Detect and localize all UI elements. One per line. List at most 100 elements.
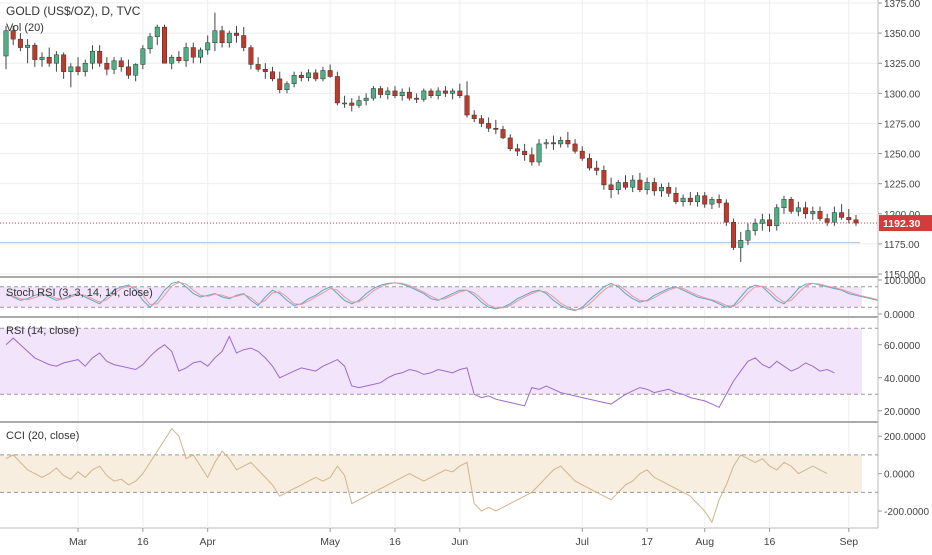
candle-body (392, 90, 398, 96)
candle-body (385, 90, 391, 95)
stoch-rsi-d-line (5, 281, 878, 311)
vol-label: Vol (20) (6, 22, 44, 34)
candle-body (104, 62, 110, 70)
candle-body (25, 44, 31, 48)
candle-body (500, 129, 506, 139)
price-tick-label: 1350.00 (884, 29, 921, 40)
last-price-tag (879, 215, 932, 232)
candle-body (169, 56, 175, 64)
candle-body (198, 49, 203, 58)
candle-body (111, 60, 117, 70)
candle-body (262, 68, 268, 72)
candle-body (586, 158, 592, 169)
time-tick-label: 16 (137, 536, 149, 548)
candle-body (853, 219, 859, 224)
candle-body (565, 140, 571, 145)
candle-body (39, 56, 45, 60)
candle-body (212, 30, 218, 43)
candle-body (767, 219, 773, 227)
candle-body (803, 207, 809, 215)
candle-body (75, 66, 81, 72)
candle-body (442, 90, 448, 94)
candle-body (298, 75, 304, 78)
candle-body (738, 240, 744, 248)
candle-body (32, 44, 38, 60)
candle-body (709, 199, 715, 205)
price-tick-label: 1175.00 (884, 240, 920, 251)
rsi-tick-label: 20.0000 (884, 407, 921, 418)
candle-body (89, 50, 95, 64)
price-tick-label: 1250.00 (884, 150, 921, 161)
candle-body (745, 230, 751, 241)
candle-body (133, 64, 139, 76)
cci-tick-label: 0.0000 (884, 470, 915, 481)
candle-body (795, 207, 801, 212)
time-tick-label: Jul (576, 536, 589, 548)
candle-body (205, 42, 211, 51)
candle-body (61, 54, 67, 72)
candle-body (378, 88, 384, 95)
candle-body (190, 47, 196, 58)
candle-body (673, 193, 679, 202)
candle-body (558, 140, 564, 145)
candle-body (176, 56, 182, 62)
candle-body (550, 142, 556, 145)
candle-body (97, 50, 103, 64)
stoch-rsi-tick-label: 100.0000 (884, 276, 926, 287)
candle-body (428, 90, 434, 96)
cci-tick-label: 200.0000 (884, 432, 926, 443)
candle-body (349, 102, 355, 106)
price-tick-label: 1325.00 (884, 59, 921, 70)
candle-body (255, 64, 261, 70)
candle-body (478, 118, 484, 124)
candle-body (687, 197, 693, 202)
stoch-rsi-tick-label: 0.0000 (884, 310, 915, 321)
candle-body (723, 202, 729, 223)
candle-body (320, 70, 326, 80)
candle-body (457, 90, 463, 96)
price-tick-label: 1300.00 (884, 89, 921, 100)
candle-body (406, 91, 412, 99)
candle-body (68, 66, 74, 72)
cci-line (5, 427, 828, 524)
candle-body (731, 221, 737, 248)
candle-body (817, 211, 823, 219)
candle-body (450, 90, 456, 94)
rsi-band (0, 328, 862, 395)
candle-body (82, 62, 88, 72)
candle-body (17, 38, 23, 48)
candle-body (522, 150, 528, 156)
candle-body (594, 167, 600, 171)
chart-title: GOLD (US$/OZ), D, TVC (6, 4, 141, 18)
time-tick-label: Sep (839, 536, 858, 548)
price-tick-label: 1375.00 (884, 0, 921, 10)
candle-body (615, 182, 621, 190)
candle-body (118, 60, 124, 68)
candle-body (601, 170, 607, 186)
candle-body (623, 182, 628, 188)
candle-body (3, 30, 9, 57)
candle-body (140, 48, 146, 65)
cci-tick-label: -200.0000 (884, 507, 929, 518)
candle-body (435, 90, 441, 96)
candle-body (759, 219, 765, 224)
candle-body (716, 199, 722, 204)
candle-body (651, 182, 657, 192)
candle-body (781, 199, 787, 209)
candle-body (831, 212, 837, 223)
price-tick-label: 1225.00 (884, 180, 921, 191)
candle-body (183, 47, 189, 62)
candle-body (125, 66, 131, 76)
cci-label: CCI (20, close) (6, 430, 80, 442)
candle-body (659, 187, 664, 192)
candle-body (10, 30, 16, 40)
candle-body (370, 88, 376, 99)
candle-body (270, 71, 276, 80)
candle-body (241, 35, 247, 48)
candle-body (514, 148, 520, 152)
candle-body (572, 143, 578, 152)
candle-body (666, 187, 672, 194)
price-tick-label: 1150.00 (884, 270, 920, 281)
